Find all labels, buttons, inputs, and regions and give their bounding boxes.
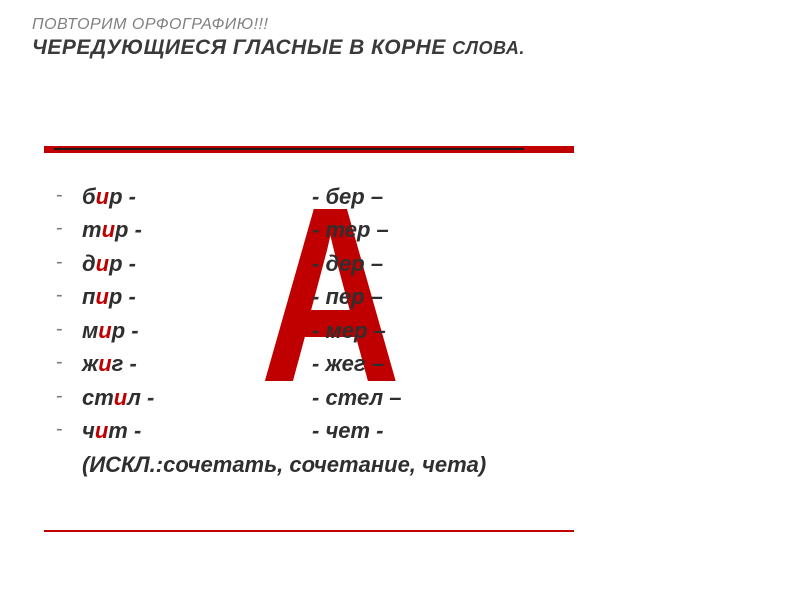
- title-block: ПОВТОРИМ ОРФОГРАФИЮ!!! ЧЕРЕДУЮЩИЕСЯ ГЛАС…: [32, 16, 752, 60]
- title-line-2: ЧЕРЕДУЮЩИЕСЯ ГЛАСНЫЕ В КОРНЕ СЛОВА.: [32, 36, 752, 60]
- list-item: - стил - - стел –: [56, 381, 616, 414]
- bullet-icon: -: [56, 314, 82, 344]
- list-item: - мир - - мер –: [56, 314, 616, 347]
- bullet-icon: -: [56, 280, 82, 310]
- title-main: ЧЕРЕДУЮЩИЕСЯ ГЛАСНЫЕ В КОРНЕ: [32, 36, 452, 59]
- root-right: - чет -: [312, 414, 384, 447]
- root-left: пир -: [82, 280, 312, 313]
- bullet-icon: -: [56, 247, 82, 277]
- list-item: - жиг - - жег –: [56, 347, 616, 380]
- root-right: - тер –: [312, 213, 389, 246]
- bullet-icon: -: [56, 414, 82, 444]
- root-left: жиг -: [82, 347, 312, 380]
- root-left: дир -: [82, 247, 312, 280]
- list-item: - бир - - бер –: [56, 180, 616, 213]
- root-right: - жег –: [312, 347, 384, 380]
- root-left: мир -: [82, 314, 312, 347]
- root-right: - пер –: [312, 280, 383, 313]
- root-left: бир -: [82, 180, 312, 213]
- root-list: - бир - - бер – - тир - - тер – - дир - …: [56, 180, 616, 481]
- exception-note: (ИСКЛ.:сочетать, сочетание, чета): [56, 448, 616, 481]
- root-right: - дер –: [312, 247, 383, 280]
- shadow-rule-top: [54, 148, 524, 150]
- list-item: - тир - - тер –: [56, 213, 616, 246]
- title-line-1: ПОВТОРИМ ОРФОГРАФИЮ!!!: [32, 16, 752, 34]
- list-item: - чит - - чет -: [56, 414, 616, 447]
- root-right: - мер –: [312, 314, 386, 347]
- title-tail: СЛОВА.: [452, 38, 525, 58]
- list-item: - пир - - пер –: [56, 280, 616, 313]
- bullet-icon: -: [56, 347, 82, 377]
- bullet-icon: -: [56, 381, 82, 411]
- root-right: - бер –: [312, 180, 383, 213]
- root-left: стил -: [82, 381, 312, 414]
- bullet-icon: -: [56, 213, 82, 243]
- accent-rule-bottom: [44, 530, 574, 532]
- list-item: - дир - - дер –: [56, 247, 616, 280]
- slide: ПОВТОРИМ ОРФОГРАФИЮ!!! ЧЕРЕДУЮЩИЕСЯ ГЛАС…: [0, 0, 800, 600]
- root-right: - стел –: [312, 381, 401, 414]
- bullet-icon: -: [56, 180, 82, 210]
- root-left: чит -: [82, 414, 312, 447]
- root-left: тир -: [82, 213, 312, 246]
